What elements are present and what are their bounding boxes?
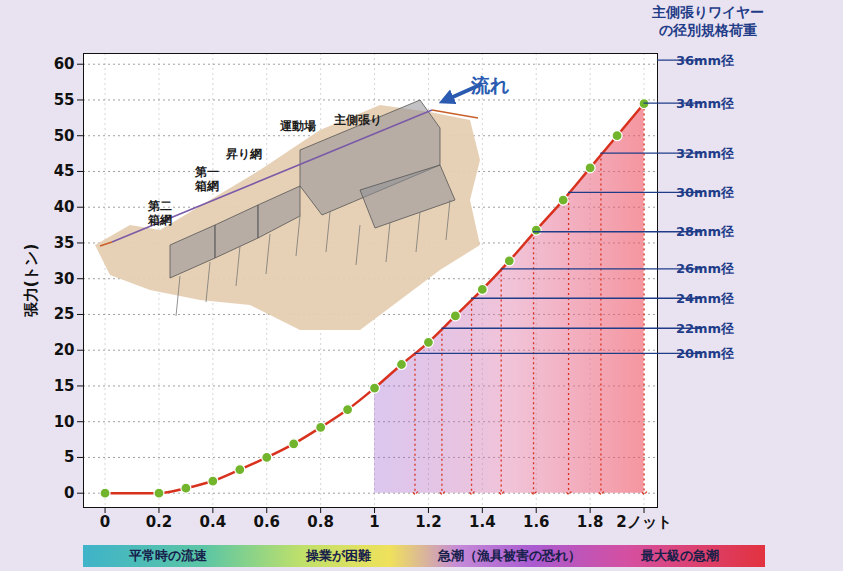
svg-text:0.8: 0.8 (307, 513, 334, 531)
svg-text:張力(トン): 張力(トン) (22, 244, 40, 318)
html-text:最大級の急潮: 最大級の急潮 (640, 548, 719, 563)
svg-text:22mm径: 22mm径 (676, 321, 734, 336)
svg-text:20: 20 (54, 341, 75, 359)
svg-text:50: 50 (54, 127, 75, 145)
svg-text:1.6: 1.6 (523, 513, 550, 531)
html-text:急潮（漁具被害の恐れ）: 急潮（漁具被害の恐れ） (437, 548, 581, 563)
svg-text:15: 15 (54, 377, 75, 395)
svg-text:の径別規格荷重: の径別規格荷重 (659, 22, 757, 38)
svg-text:55: 55 (54, 91, 75, 109)
svg-text:0: 0 (64, 484, 74, 502)
svg-text:30mm径: 30mm径 (676, 185, 734, 200)
svg-text:1.8: 1.8 (577, 513, 604, 531)
svg-text:1.2: 1.2 (415, 513, 442, 531)
svg-text:25: 25 (54, 305, 75, 323)
svg-text:昇り網: 昇り網 (225, 147, 262, 161)
svg-text:第一: 第一 (194, 165, 219, 179)
svg-text:運動場: 運動場 (279, 119, 316, 133)
html-text:平常時の流速: 平常時の流速 (129, 548, 208, 563)
svg-text:60: 60 (54, 55, 75, 73)
svg-text:5: 5 (64, 448, 74, 466)
svg-text:主側張りワイヤー: 主側張りワイヤー (651, 4, 764, 20)
svg-text:0.4: 0.4 (200, 513, 227, 531)
svg-text:10: 10 (54, 413, 75, 431)
svg-text:34mm径: 34mm径 (676, 96, 734, 111)
svg-text:26mm径: 26mm径 (676, 261, 734, 276)
svg-text:主側張り: 主側張り (333, 113, 382, 127)
svg-text:箱網: 箱網 (147, 213, 172, 227)
svg-text:1: 1 (369, 513, 379, 531)
svg-text:28mm径: 28mm径 (676, 224, 734, 239)
svg-text:30: 30 (54, 270, 75, 288)
svg-text:32mm径: 32mm径 (676, 146, 734, 161)
svg-text:0: 0 (100, 513, 110, 531)
html-text:操業が困難: 操業が困難 (306, 548, 372, 563)
svg-text:24mm径: 24mm径 (676, 291, 734, 306)
svg-text:20mm径: 20mm径 (676, 346, 734, 361)
svg-text:第二: 第二 (147, 199, 172, 213)
svg-text:40: 40 (54, 198, 75, 216)
svg-text:0.6: 0.6 (253, 513, 280, 531)
svg-text:45: 45 (54, 162, 75, 180)
svg-text:35: 35 (54, 234, 75, 252)
svg-text:箱網: 箱網 (194, 179, 219, 193)
svg-text:2ノット: 2ノット (616, 513, 671, 531)
svg-text:流れ: 流れ (470, 74, 509, 96)
svg-text:1.4: 1.4 (469, 513, 496, 531)
svg-text:0.2: 0.2 (146, 513, 173, 531)
svg-text:36mm径: 36mm径 (676, 53, 734, 68)
